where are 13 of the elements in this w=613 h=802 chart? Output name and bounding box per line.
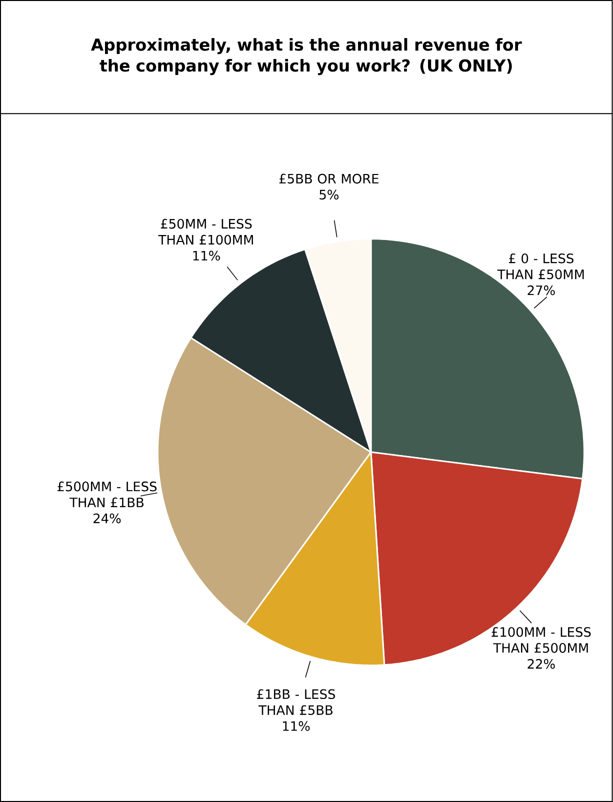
data-label: 24% xyxy=(94,513,121,524)
chart-title: Approximately, what is the annual revenue for the company for which you work? (UK ONLY) xyxy=(91,38,522,76)
slice-label: £100MM - LESS THAN £500MM xyxy=(492,627,591,653)
data-label: 5% xyxy=(320,190,339,200)
data-label: 11% xyxy=(193,250,220,261)
slice-label: £1BB - LESS THAN £5BB xyxy=(257,689,336,716)
slice-label: £5BB OR MORE xyxy=(279,174,379,184)
slice-label: £50MM - LESS THAN £100MM xyxy=(158,218,254,245)
data-label: 22% xyxy=(528,659,555,669)
slice-label: £ 0 - LESS THAN £50MM xyxy=(497,254,584,280)
slice-label: £500MM - LESS THAN £1BB xyxy=(58,482,157,508)
data-label: 11% xyxy=(283,721,310,731)
data-label: 27% xyxy=(528,285,555,296)
